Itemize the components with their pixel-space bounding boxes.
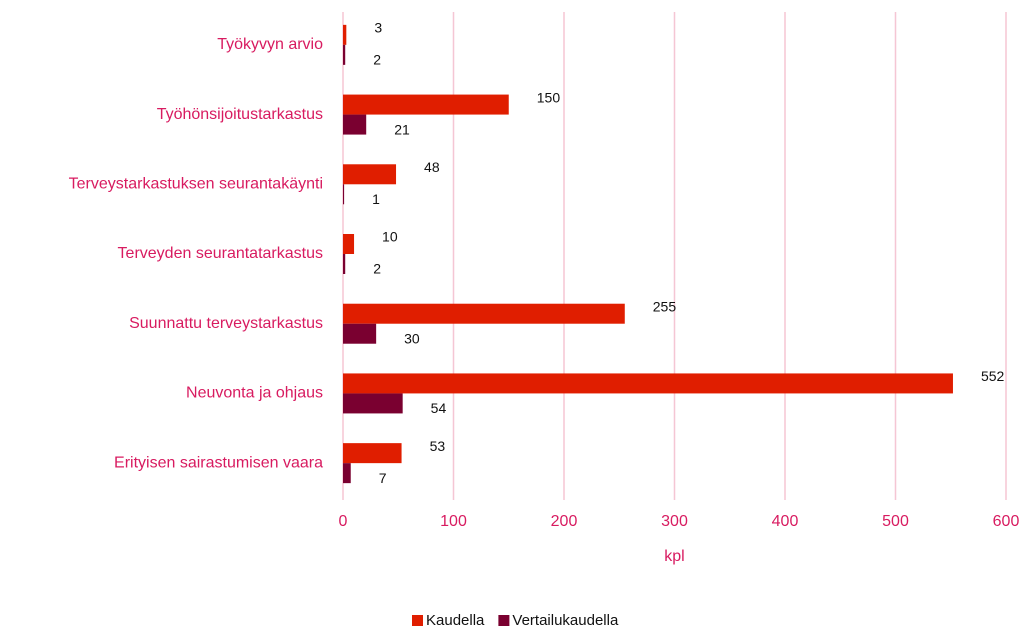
y-tick-label: Erityisen sairastumisen vaara — [114, 454, 323, 471]
bar — [343, 24, 347, 45]
bar — [343, 254, 346, 274]
bar — [343, 463, 351, 484]
x-tick-label: 0 — [339, 513, 348, 530]
y-tick-label: Terveystarkastuksen seurantakäynti — [69, 176, 323, 193]
data-label: 30 — [404, 330, 420, 346]
bar — [343, 114, 367, 135]
data-label: 48 — [424, 159, 440, 175]
data-label: 2 — [373, 261, 381, 277]
bar — [343, 443, 402, 464]
bar — [343, 44, 346, 65]
bar — [343, 323, 377, 344]
bar — [343, 393, 403, 414]
data-label: 1 — [372, 191, 380, 207]
data-label: 53 — [430, 438, 446, 454]
data-label: 2 — [373, 52, 381, 68]
legend-swatch — [412, 615, 423, 626]
x-tick-label: 600 — [993, 513, 1020, 530]
bar — [343, 303, 625, 324]
x-tick-label: 500 — [882, 513, 909, 530]
data-label: 21 — [394, 121, 410, 137]
data-label: 255 — [653, 298, 677, 314]
bar — [343, 184, 345, 205]
bar — [343, 234, 355, 254]
legend-label: Kaudella — [426, 612, 485, 629]
x-tick-label: 100 — [440, 513, 467, 530]
y-tick-label: Suunnattu terveystarkastus — [129, 315, 323, 332]
x-axis-title: kpl — [664, 548, 684, 565]
y-tick-label: Työhönsijoitustarkastus — [157, 106, 323, 123]
x-tick-label: 200 — [551, 513, 578, 530]
data-label: 54 — [431, 400, 447, 416]
data-label: 10 — [382, 229, 398, 245]
data-label: 7 — [379, 470, 387, 486]
legend-label: Vertailukaudella — [512, 612, 619, 629]
data-label: 552 — [981, 368, 1005, 384]
legend-swatch — [498, 615, 510, 626]
y-tick-label: Työkyvyn arvio — [217, 36, 323, 53]
y-tick-label: Neuvonta ja ohjaus — [186, 385, 323, 402]
x-tick-label: 400 — [772, 513, 799, 530]
bar — [343, 373, 953, 394]
bar — [343, 164, 397, 185]
data-label: 150 — [537, 89, 561, 105]
bar — [343, 94, 509, 115]
x-tick-label: 300 — [661, 513, 688, 530]
data-label: 3 — [374, 20, 382, 36]
y-tick-label: Terveyden seurantatarkastus — [118, 245, 323, 262]
